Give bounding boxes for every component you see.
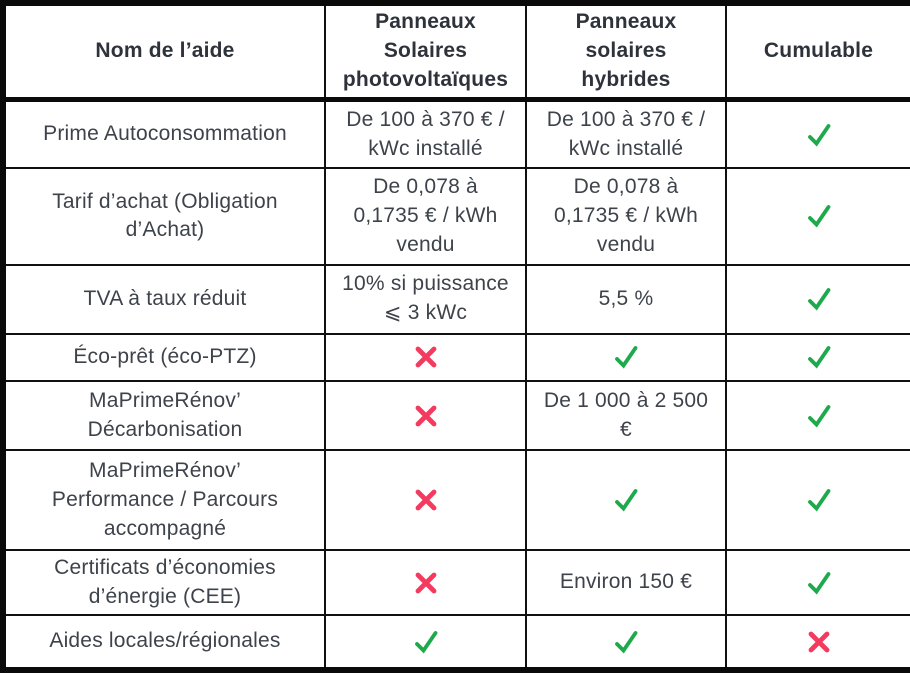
- cell-text: De 1 000 à 2 500 €: [543, 388, 709, 441]
- table-row: Tarif d’achat (Obligation d’Achat) De 0,07…: [2, 167, 910, 266]
- cell-panneaux-hybrides: De 0,078 à 0,1735 € / kWh vendu: [525, 167, 727, 266]
- cell-panneaux-photovoltaiques: [324, 549, 527, 617]
- cell-text: De 100 à 370 € / kWc installé: [346, 107, 505, 160]
- cell-nom-de-l-aide: Éco-prêt (éco-PTZ): [2, 332, 326, 383]
- check-icon: [804, 120, 834, 150]
- cell-text: TVA à taux réduit: [83, 286, 247, 310]
- table-header: Nom de l’aide Panneaux Solaires photovolta…: [2, 1, 910, 102]
- cell-panneaux-hybrides: Environ 150 €: [525, 549, 727, 617]
- cell-panneaux-hybrides: 5,5 %: [525, 263, 727, 335]
- column-header-panneaux-solaires-hybrides: Panneaux solaires hybrides: [525, 1, 727, 102]
- cell-nom-de-l-aide: Prime Autoconsommation: [2, 98, 326, 170]
- cell-nom-de-l-aide: MaPrimeRénov’ Performance / Parcours accom…: [2, 449, 326, 552]
- check-icon: [611, 627, 641, 657]
- column-header-cumulable: Cumulable: [725, 1, 910, 102]
- cell-panneaux-hybrides: [525, 332, 727, 383]
- cell-text: 5,5 %: [598, 286, 654, 310]
- cross-icon: [413, 487, 439, 513]
- cell-panneaux-photovoltaiques: 10% si puissance ⩽ 3 kWc: [324, 263, 527, 335]
- table-row: MaPrimeRénov’ Décarbonisation De 1 000 à 2…: [2, 380, 910, 452]
- cell-cumulable: [725, 167, 910, 266]
- table-body: Prime Autoconsommation De 100 à 370 € / kW…: [2, 98, 910, 671]
- cell-cumulable: [725, 549, 910, 617]
- cell-cumulable: [725, 98, 910, 170]
- check-icon: [804, 342, 834, 372]
- cell-panneaux-photovoltaiques: De 100 à 370 € / kWc installé: [324, 98, 527, 170]
- cell-text: Environ 150 €: [559, 570, 693, 594]
- cell-panneaux-photovoltaiques: De 0,078 à 0,1735 € / kWh vendu: [324, 167, 527, 266]
- check-icon: [411, 627, 441, 657]
- cell-panneaux-hybrides: [525, 449, 727, 552]
- cell-panneaux-hybrides: [525, 614, 727, 671]
- cell-text: Tarif d’achat (Obligation d’Achat): [52, 189, 278, 242]
- cell-text: Aides locales/régionales: [49, 629, 281, 653]
- cell-cumulable: [725, 263, 910, 335]
- check-icon: [804, 201, 834, 231]
- table-row: Éco-prêt (éco-PTZ): [2, 332, 910, 383]
- cross-icon: [413, 344, 439, 370]
- cell-text: Prime Autoconsommation: [43, 122, 287, 146]
- check-icon: [804, 284, 834, 314]
- cell-nom-de-l-aide: Tarif d’achat (Obligation d’Achat): [2, 167, 326, 266]
- cell-text: De 100 à 370 € / kWc installé: [546, 107, 706, 160]
- check-icon: [804, 568, 834, 598]
- column-header-panneaux-solaires-photovoltaiques: Panneaux Solaires photovoltaïques: [324, 1, 527, 102]
- table-row: TVA à taux réduit 10% si puissance ⩽ 3 kWc…: [2, 263, 910, 335]
- cross-icon: [413, 403, 439, 429]
- cell-cumulable: [725, 332, 910, 383]
- cell-panneaux-hybrides: De 100 à 370 € / kWc installé: [525, 98, 727, 170]
- cell-text: Certificats d’économies d’énergie (CEE): [54, 555, 276, 608]
- cell-text: MaPrimeRénov’ Performance / Parcours accom…: [51, 458, 279, 540]
- cell-nom-de-l-aide: MaPrimeRénov’ Décarbonisation: [2, 380, 326, 452]
- cross-icon: [413, 570, 439, 596]
- check-icon: [611, 485, 641, 515]
- table-row: Aides locales/régionales: [2, 614, 910, 671]
- table-row: Prime Autoconsommation De 100 à 370 € / kW…: [2, 98, 910, 170]
- cell-panneaux-photovoltaiques: [324, 380, 527, 452]
- cell-cumulable: [725, 380, 910, 452]
- cell-panneaux-hybrides: De 1 000 à 2 500 €: [525, 380, 727, 452]
- cell-text: De 0,078 à 0,1735 € / kWh vendu: [553, 175, 699, 256]
- cell-panneaux-photovoltaiques: [324, 332, 527, 383]
- cell-nom-de-l-aide: Certificats d’économies d’énergie (CEE): [2, 549, 326, 617]
- check-icon: [611, 342, 641, 372]
- cell-text: MaPrimeRénov’ Décarbonisation: [87, 388, 243, 441]
- cell-nom-de-l-aide: TVA à taux réduit: [2, 263, 326, 335]
- cell-cumulable: [725, 449, 910, 552]
- cell-panneaux-photovoltaiques: [324, 449, 527, 552]
- check-icon: [804, 485, 834, 515]
- cell-text: Éco-prêt (éco-PTZ): [73, 344, 257, 368]
- cell-nom-de-l-aide: Aides locales/régionales: [2, 614, 326, 671]
- cell-text: De 0,078 à 0,1735 € / kWh vendu: [353, 175, 498, 256]
- cell-cumulable: [725, 614, 910, 671]
- column-header-nom-de-l-aide: Nom de l’aide: [2, 1, 326, 102]
- cell-text: 10% si puissance ⩽ 3 kWc: [342, 272, 509, 325]
- check-icon: [804, 401, 834, 431]
- table-row: Certificats d’économies d’énergie (CEE) En…: [2, 549, 910, 617]
- cross-icon: [806, 629, 832, 655]
- header-row: Nom de l’aide Panneaux Solaires photovolta…: [2, 1, 910, 102]
- cell-panneaux-photovoltaiques: [324, 614, 527, 671]
- table-row: MaPrimeRénov’ Performance / Parcours accom…: [2, 449, 910, 552]
